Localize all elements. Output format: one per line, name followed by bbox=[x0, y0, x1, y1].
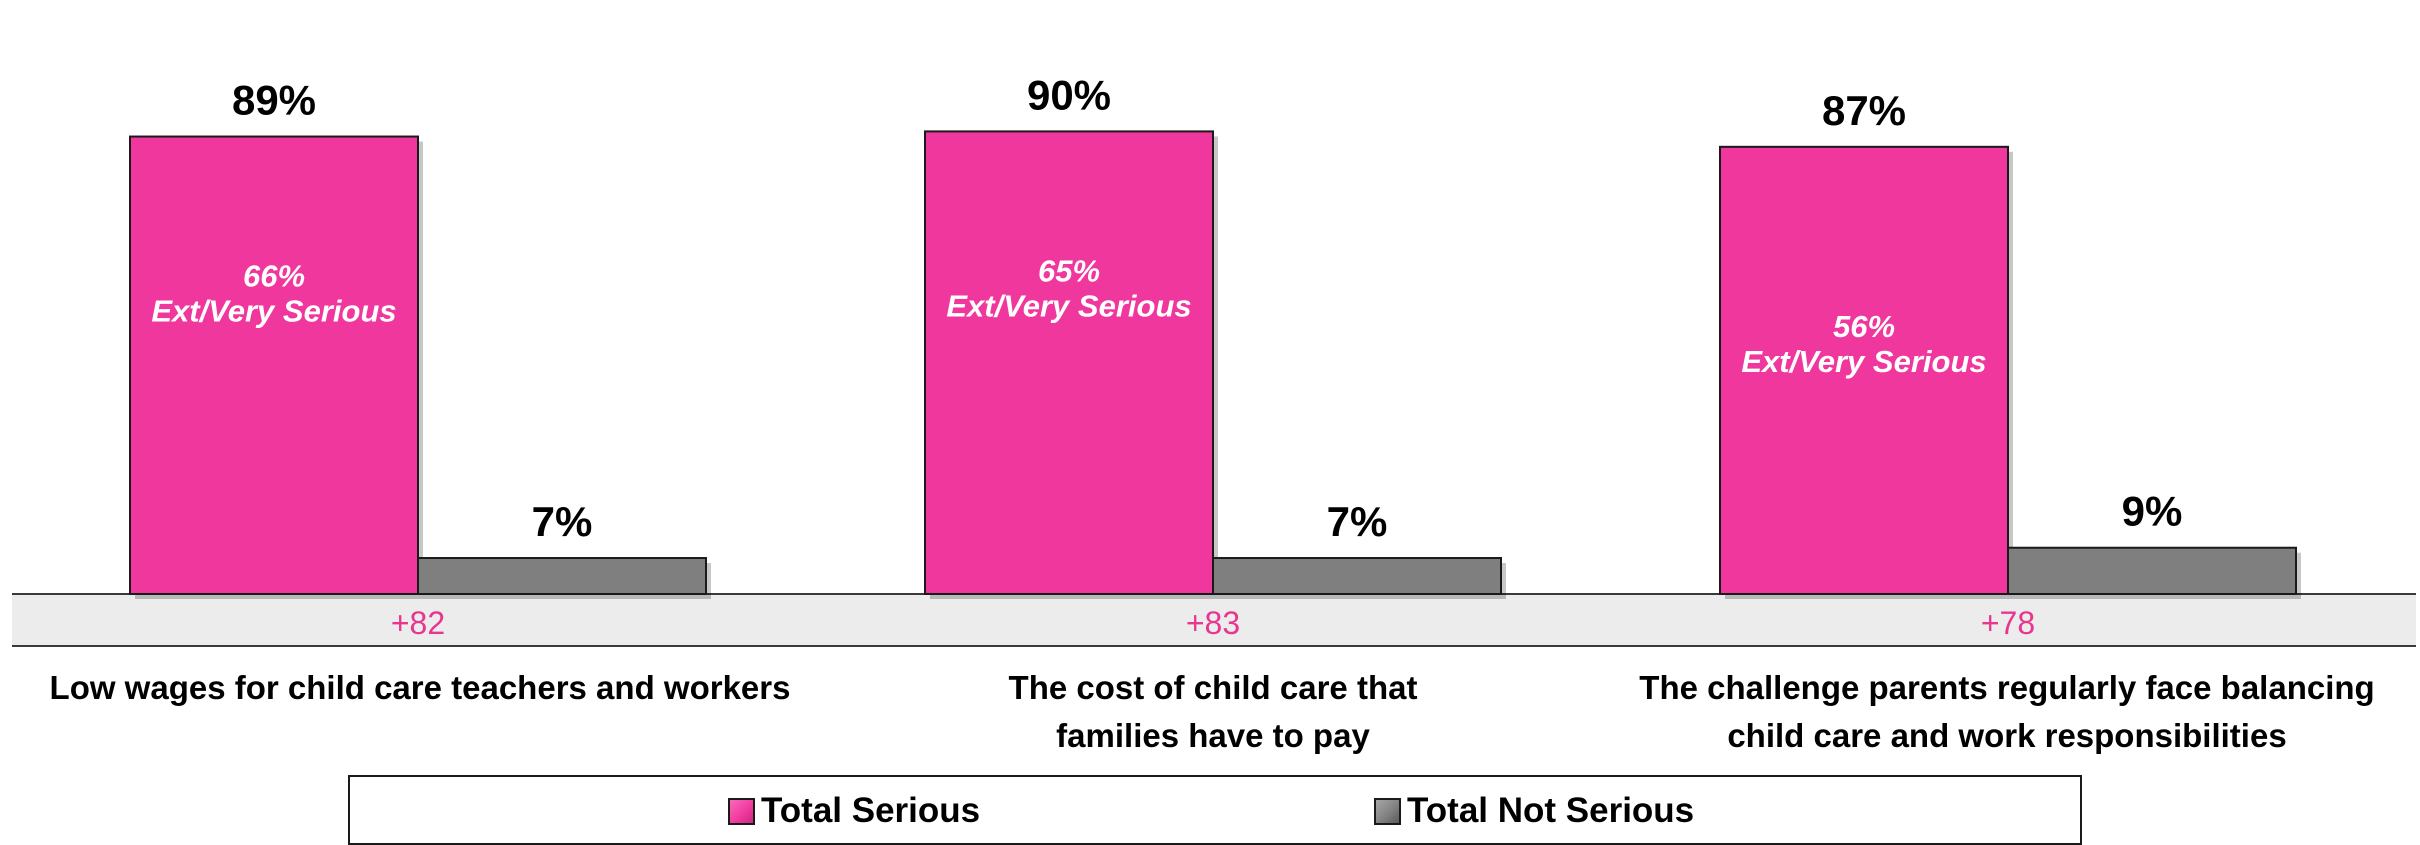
value-label-not-serious-1: 7% bbox=[532, 498, 593, 545]
legend-item-total-not-serious: Total Not Serious bbox=[1374, 791, 1694, 831]
bar-not-serious-3 bbox=[2007, 546, 2297, 595]
legend-label-total-serious: Total Serious bbox=[761, 791, 981, 830]
value-label-serious-2: 90% bbox=[1027, 71, 1111, 118]
bar-serious-1 bbox=[129, 135, 419, 595]
legend-label-total-not-serious: Total Not Serious bbox=[1407, 791, 1695, 830]
category-label-2-line-2: families have to pay bbox=[1056, 717, 1370, 754]
inner-label-1-line-1: 66% bbox=[243, 259, 305, 294]
bar-serious-2 bbox=[924, 130, 1214, 595]
category-label-3-line-1: The challenge parents regularly face bal… bbox=[1639, 669, 2375, 706]
legend: Total Serious Total Not Serious bbox=[348, 775, 2082, 845]
category-label-2-line-1: The cost of child care that bbox=[1008, 669, 1418, 706]
value-label-not-serious-2: 7% bbox=[1327, 498, 1388, 545]
net-value-3: +78 bbox=[1981, 605, 2035, 641]
category-label-2: The cost of child care that families have… bbox=[863, 664, 1563, 760]
bar-serious-3 bbox=[1719, 145, 2009, 595]
legend-item-total-serious: Total Serious bbox=[728, 791, 980, 831]
value-label-serious-1: 89% bbox=[232, 77, 316, 124]
inner-label-3-line-1: 56% bbox=[1833, 309, 1895, 344]
category-label-3: The challenge parents regularly face bal… bbox=[1617, 664, 2397, 760]
legend-swatch-total-serious bbox=[728, 797, 755, 825]
net-value-2: +83 bbox=[1186, 605, 1240, 641]
net-band bbox=[12, 594, 2416, 646]
category-label-1-line-1: Low wages for child care teachers and wo… bbox=[49, 669, 791, 706]
category-label-1: Low wages for child care teachers and wo… bbox=[20, 664, 820, 712]
bar-not-serious-2 bbox=[1212, 557, 1502, 596]
net-value-1: +82 bbox=[391, 605, 445, 641]
legend-swatch-total-not-serious bbox=[1374, 797, 1401, 825]
category-label-3-line-2: child care and work responsibilities bbox=[1727, 717, 2287, 754]
inner-label-2-line-1: 65% bbox=[1038, 253, 1100, 288]
chart-area: 89%7%66%Ext/Very Serious+8290%7%65%Ext/V… bbox=[12, 71, 2416, 647]
value-label-serious-3: 87% bbox=[1822, 87, 1906, 134]
inner-label-1-line-2: Ext/Very Serious bbox=[151, 294, 396, 329]
inner-label-3-line-2: Ext/Very Serious bbox=[1741, 344, 1986, 379]
bar-not-serious-1 bbox=[417, 557, 707, 596]
value-label-not-serious-3: 9% bbox=[2122, 488, 2183, 535]
inner-label-2-line-2: Ext/Very Serious bbox=[946, 288, 1191, 323]
